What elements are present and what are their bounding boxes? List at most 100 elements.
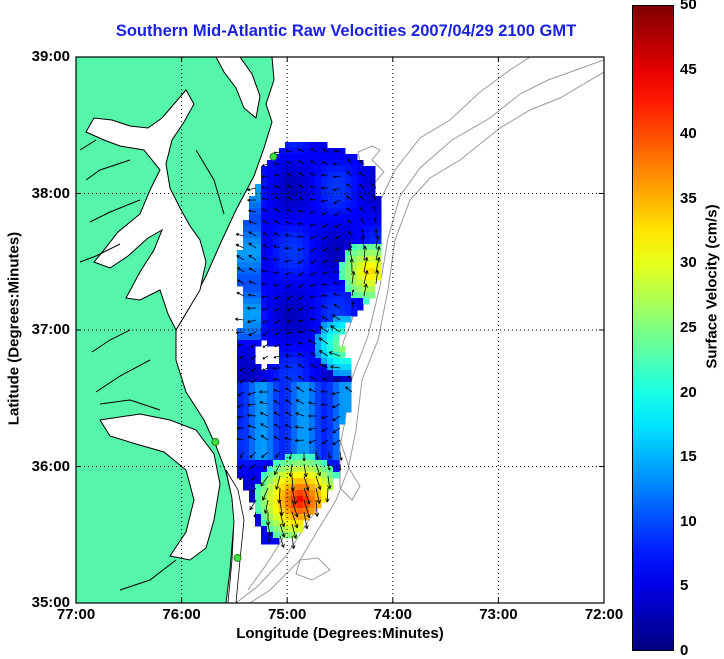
velocity-cell	[255, 484, 262, 491]
velocity-cell	[243, 472, 250, 479]
velocity-cell	[261, 430, 268, 437]
velocity-cell	[291, 382, 298, 389]
velocity-cell	[339, 346, 346, 353]
velocity-cell	[297, 274, 304, 281]
velocity-cell	[273, 490, 280, 497]
velocity-cell	[303, 382, 310, 389]
velocity-cell	[309, 328, 316, 335]
velocity-cell	[297, 286, 304, 293]
velocity-cell	[321, 148, 328, 155]
velocity-cell	[303, 154, 310, 161]
velocity-cell	[339, 388, 346, 395]
velocity-cell	[321, 334, 328, 341]
velocity-cell	[315, 430, 322, 437]
velocity-cell	[309, 490, 316, 497]
velocity-cell	[363, 208, 370, 215]
velocity-cell	[261, 508, 268, 515]
velocity-cell	[309, 268, 316, 275]
velocity-arrow	[295, 399, 305, 405]
velocity-cell	[309, 508, 316, 515]
velocity-cell	[261, 298, 268, 305]
velocity-cell	[249, 298, 256, 305]
velocity-cell	[327, 478, 334, 485]
velocity-cell	[267, 160, 274, 167]
velocity-cell	[321, 394, 328, 401]
velocity-cell	[309, 346, 316, 353]
velocity-cell	[303, 196, 310, 203]
velocity-arrow	[331, 403, 341, 409]
velocity-cell	[279, 334, 286, 341]
velocity-cell	[267, 328, 274, 335]
velocity-arrow	[247, 413, 257, 418]
velocity-cell	[273, 502, 280, 509]
velocity-cell	[315, 166, 322, 173]
velocity-cell	[285, 184, 292, 191]
bathymetry-contour	[339, 439, 361, 501]
velocity-arrow	[332, 439, 341, 445]
velocity-cell	[345, 196, 352, 203]
velocity-cell	[249, 310, 256, 317]
velocity-cell	[267, 394, 274, 401]
velocity-cell	[267, 448, 274, 455]
velocity-cell	[363, 274, 370, 281]
velocity-cell	[243, 484, 250, 491]
velocity-cell	[273, 298, 280, 305]
velocity-cell	[297, 310, 304, 317]
colorbar-label: Surface Velocity (cm/s)	[703, 204, 721, 369]
velocity-cell	[267, 454, 274, 461]
velocity-cell	[333, 286, 340, 293]
velocity-cell	[327, 256, 334, 263]
velocity-cell	[363, 250, 370, 257]
velocity-cell	[315, 292, 322, 299]
velocity-arrow	[322, 259, 329, 263]
velocity-cell	[333, 256, 340, 263]
velocity-cell	[321, 244, 328, 251]
velocity-cell	[339, 226, 346, 233]
velocity-cell	[291, 460, 298, 467]
velocity-cell	[339, 262, 346, 269]
velocity-arrow	[309, 223, 317, 227]
velocity-cell	[249, 490, 256, 497]
velocity-arrow	[251, 475, 257, 481]
velocity-cell	[267, 304, 274, 311]
velocity-cell	[297, 316, 304, 323]
velocity-cell	[339, 406, 346, 413]
velocity-cell	[285, 268, 292, 275]
velocity-cell	[309, 154, 316, 161]
velocity-cell	[267, 466, 274, 473]
velocity-arrow	[310, 235, 317, 240]
velocity-cell	[303, 184, 310, 191]
velocity-cell	[321, 196, 328, 203]
velocity-cell	[297, 496, 304, 503]
velocity-cell	[273, 436, 280, 443]
velocity-cell	[237, 274, 244, 281]
velocity-arrow	[331, 391, 341, 396]
x-tick-label: 77:00	[56, 606, 96, 623]
velocity-cell	[279, 160, 286, 167]
velocity-arrow	[308, 427, 317, 431]
velocity-cell	[327, 280, 334, 287]
velocity-arrow	[238, 355, 245, 359]
velocity-cell	[315, 418, 322, 425]
radar-station-marker	[211, 437, 220, 446]
velocity-arrow	[275, 451, 281, 458]
velocity-cell	[327, 178, 334, 185]
velocity-cell	[291, 316, 298, 323]
velocity-arrow	[259, 412, 269, 417]
velocity-cell	[249, 418, 256, 425]
velocity-cell	[309, 358, 316, 365]
velocity-arrow	[273, 463, 281, 476]
velocity-arrow	[235, 317, 245, 322]
velocity-cell	[357, 220, 364, 227]
velocity-cell	[243, 262, 250, 269]
velocity-cell	[351, 196, 358, 203]
velocity-cell	[297, 358, 304, 365]
velocity-arrow	[259, 390, 269, 394]
velocity-arrow	[249, 499, 257, 511]
velocity-cell	[267, 196, 274, 203]
velocity-cell	[303, 418, 310, 425]
velocity-cell	[261, 394, 268, 401]
velocity-cell	[315, 334, 322, 341]
velocity-cell	[285, 262, 292, 269]
velocity-cell	[309, 442, 316, 449]
